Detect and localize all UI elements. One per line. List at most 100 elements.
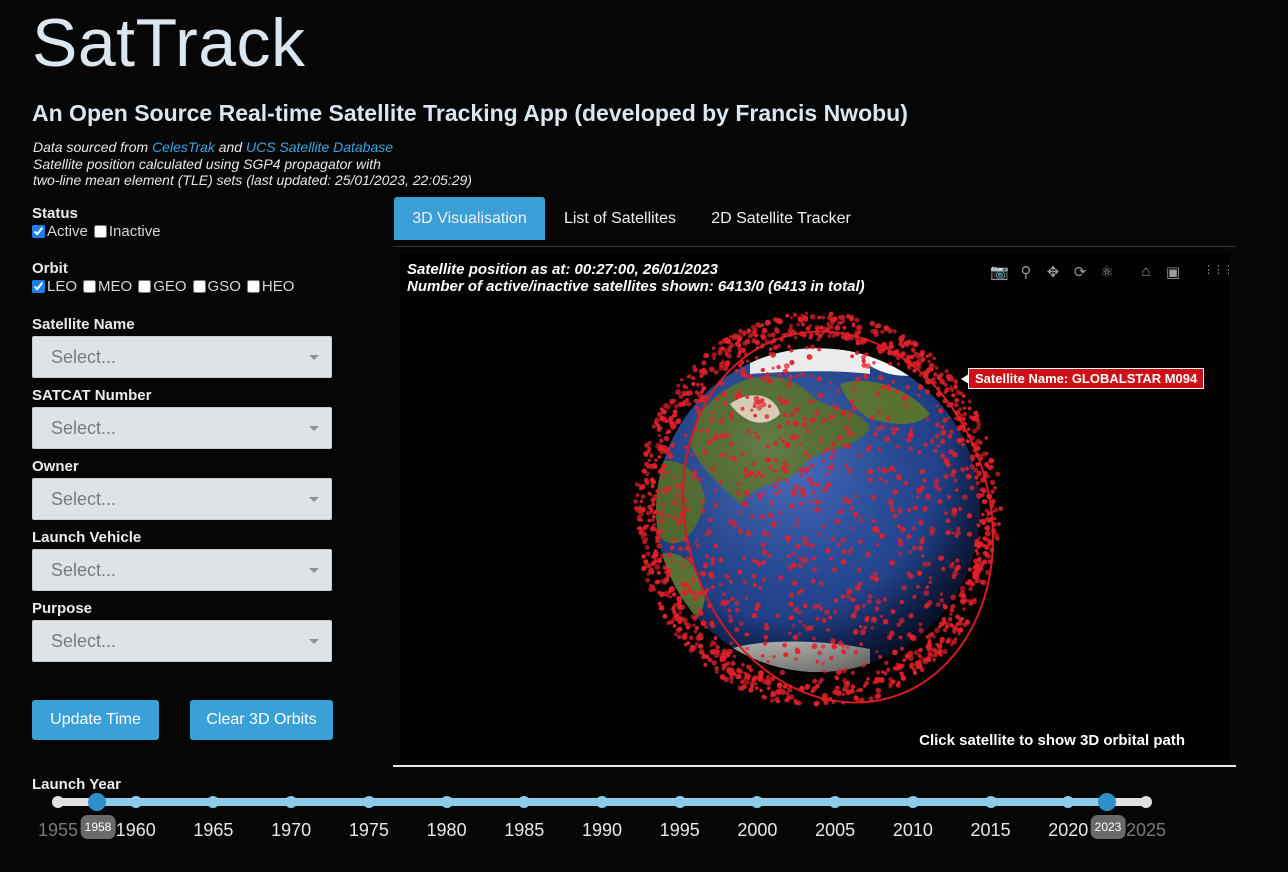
satellite-marker[interactable]: [809, 314, 816, 320]
satellite-marker[interactable]: [754, 339, 760, 346]
satellite-marker[interactable]: [961, 424, 966, 430]
satellite-marker[interactable]: [925, 389, 930, 395]
satellite-marker[interactable]: [737, 569, 743, 575]
satellite-marker[interactable]: [853, 511, 859, 518]
satellite-marker[interactable]: [740, 451, 745, 456]
satellite-marker[interactable]: [856, 453, 862, 458]
satellite-marker[interactable]: [841, 650, 846, 655]
satellite-marker[interactable]: [992, 485, 998, 490]
satellite-marker[interactable]: [644, 442, 650, 448]
satellite-marker[interactable]: [718, 341, 723, 345]
satellite-marker[interactable]: [940, 439, 946, 444]
satellite-marker[interactable]: [667, 552, 673, 558]
satellite-marker[interactable]: [697, 632, 703, 638]
satellite-marker[interactable]: [875, 427, 881, 432]
satellite-marker[interactable]: [654, 417, 660, 423]
satellite-marker[interactable]: [773, 440, 779, 446]
satellite-marker[interactable]: [901, 584, 907, 591]
satellite-marker[interactable]: [808, 335, 813, 340]
satellite-marker[interactable]: [934, 365, 939, 370]
satellite-marker[interactable]: [868, 594, 873, 599]
satellite-marker[interactable]: [856, 567, 862, 573]
satellite-marker[interactable]: [952, 626, 957, 631]
satellite-marker[interactable]: [975, 425, 981, 431]
satellite-marker[interactable]: [984, 436, 989, 440]
satellite-marker[interactable]: [937, 499, 943, 504]
meo-checkbox[interactable]: [83, 280, 97, 293]
satellite-marker[interactable]: [826, 628, 830, 632]
satellite-marker[interactable]: [789, 436, 794, 440]
satellite-marker[interactable]: [684, 506, 690, 512]
satellite-marker[interactable]: [993, 507, 999, 513]
satellite-marker[interactable]: [840, 559, 847, 565]
satellite-marker[interactable]: [722, 401, 728, 406]
satellite-marker[interactable]: [656, 423, 661, 428]
satellite-marker[interactable]: [917, 384, 924, 390]
satellite-marker[interactable]: [951, 510, 958, 517]
satellite-marker[interactable]: [810, 689, 815, 694]
satellite-marker[interactable]: [727, 608, 732, 613]
satellite-marker[interactable]: [787, 344, 791, 349]
satellite-marker[interactable]: [750, 684, 755, 689]
satellite-marker[interactable]: [760, 375, 767, 382]
satellite-marker[interactable]: [922, 659, 929, 665]
satellite-marker[interactable]: [743, 671, 747, 675]
satellite-marker[interactable]: [746, 676, 751, 680]
satellite-marker[interactable]: [774, 492, 779, 497]
satellite-marker[interactable]: [696, 391, 703, 398]
satellite-marker[interactable]: [788, 592, 795, 598]
satellite-marker[interactable]: [783, 363, 790, 369]
satellite-marker[interactable]: [791, 624, 796, 628]
satellite-marker[interactable]: [814, 410, 820, 416]
satellite-marker[interactable]: [936, 644, 943, 650]
satellite-marker[interactable]: [988, 542, 992, 546]
satellite-marker[interactable]: [791, 562, 797, 568]
satellite-marker[interactable]: [701, 360, 707, 366]
purpose-select[interactable]: Select...: [32, 620, 332, 662]
satellite-marker[interactable]: [875, 687, 882, 694]
satellite-marker[interactable]: [750, 408, 754, 412]
satellite-marker[interactable]: [928, 352, 933, 357]
satellite-marker[interactable]: [804, 311, 809, 315]
satellite-marker[interactable]: [753, 400, 758, 406]
satellite-marker[interactable]: [659, 450, 664, 455]
satellite-marker[interactable]: [688, 558, 694, 565]
satellite-marker[interactable]: [898, 538, 902, 542]
satellite-marker[interactable]: [974, 453, 980, 458]
satellite-marker[interactable]: [889, 504, 894, 509]
satellite-marker[interactable]: [730, 660, 736, 666]
satellite-marker[interactable]: [721, 599, 726, 605]
satellite-marker[interactable]: [990, 489, 995, 494]
satellite-marker[interactable]: [812, 636, 817, 641]
satellite-marker[interactable]: [855, 698, 860, 703]
satellite-marker[interactable]: [860, 629, 866, 636]
satellite-marker[interactable]: [919, 520, 924, 526]
satellite-marker[interactable]: [948, 429, 954, 434]
satellite-marker[interactable]: [882, 341, 888, 348]
satellite-marker[interactable]: [982, 536, 988, 541]
satellite-marker[interactable]: [798, 620, 802, 624]
satellite-marker[interactable]: [789, 694, 795, 700]
satellite-marker[interactable]: [657, 590, 662, 595]
satellite-marker[interactable]: [742, 580, 748, 585]
satellite-marker[interactable]: [724, 363, 730, 368]
satellite-marker[interactable]: [927, 359, 931, 364]
satellite-marker[interactable]: [820, 419, 825, 424]
satellite-marker[interactable]: [692, 364, 697, 369]
satellite-marker[interactable]: [665, 471, 670, 476]
satellite-marker[interactable]: [826, 321, 830, 326]
satellite-marker[interactable]: [711, 346, 716, 350]
satellite-marker[interactable]: [713, 488, 718, 492]
satellite-marker[interactable]: [895, 682, 901, 688]
satellite-marker[interactable]: [939, 378, 945, 385]
satellite-marker[interactable]: [863, 684, 867, 688]
satellite-marker[interactable]: [707, 657, 713, 663]
satellite-marker[interactable]: [846, 645, 850, 650]
launch-vehicle-select[interactable]: Select...: [32, 549, 332, 591]
satellite-marker[interactable]: [767, 404, 772, 408]
satellite-marker[interactable]: [776, 699, 781, 704]
satellite-marker[interactable]: [723, 366, 728, 372]
satellite-marker[interactable]: [709, 643, 714, 648]
satellite-marker[interactable]: [736, 674, 741, 678]
satellite-marker[interactable]: [830, 638, 836, 644]
